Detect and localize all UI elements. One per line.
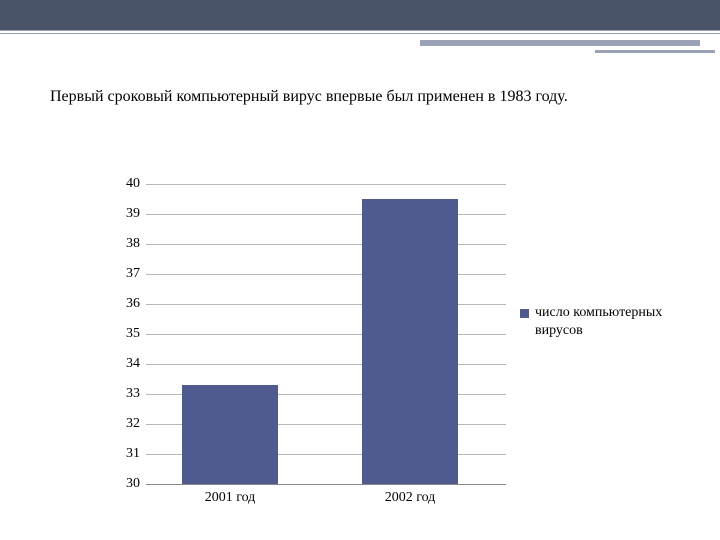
legend-label: число компьютерных вирусов [535,304,670,339]
y-tick-label: 37 [100,266,140,282]
y-tick-label: 35 [100,326,140,342]
y-tick-label: 31 [100,446,140,462]
x-tick-label: 2002 год [360,490,460,506]
bar [362,199,458,484]
y-tick-label: 33 [100,386,140,402]
y-tick-label: 34 [100,356,140,372]
y-tick-label: 32 [100,416,140,432]
y-tick-label: 39 [100,206,140,222]
x-tick-label: 2001 год [180,490,280,506]
bar-chart: 3031323334353637383940 число компьютерны… [100,184,670,514]
plot-area: 3031323334353637383940 [146,184,506,484]
legend-swatch [520,309,529,318]
header-accent-bar [420,40,700,46]
y-tick-label: 38 [100,236,140,252]
header-band-bg [0,0,720,30]
x-axis-line [146,484,506,485]
bar [182,385,278,484]
header-band [0,0,720,30]
slide-title: Первый сроковый компьютерный вирус вперв… [50,86,670,108]
y-tick-label: 36 [100,296,140,312]
chart-legend: число компьютерных вирусов [520,304,670,339]
y-tick-label: 30 [100,476,140,492]
header-accent-bar-2 [595,50,715,53]
gridline [146,184,506,185]
header-rule-2 [0,33,720,34]
header-rule-1 [0,30,720,31]
y-tick-label: 40 [100,176,140,192]
slide: Первый сроковый компьютерный вирус вперв… [0,0,720,540]
